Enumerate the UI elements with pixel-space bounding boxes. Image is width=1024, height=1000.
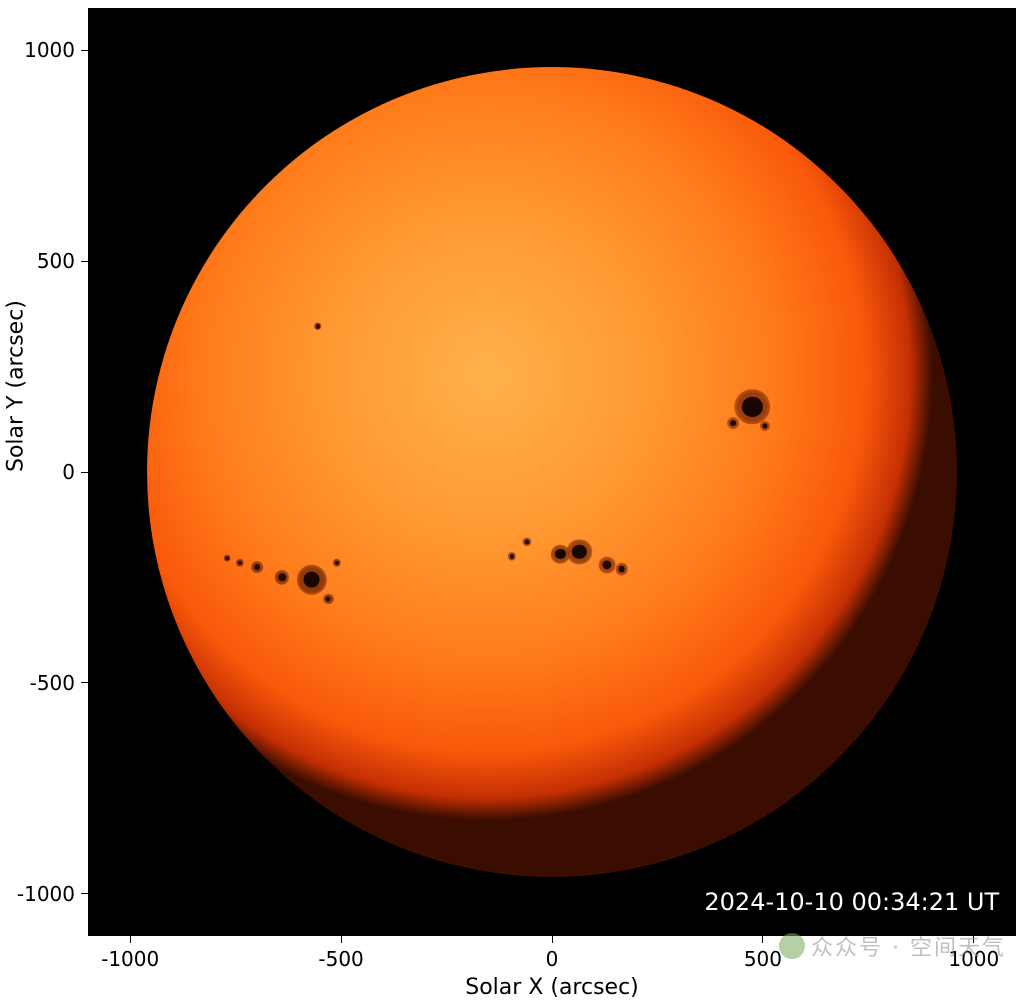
- figure: 2024-10-10 00:34:21 UT -1000 -500 0 500 1000…: [0, 0, 1024, 988]
- y-tick-label: 500: [37, 249, 75, 273]
- y-axis-label: Solar Y (arcsec): [4, 300, 29, 472]
- y-tick-label: 1000: [24, 38, 75, 62]
- y-tick: [81, 50, 88, 51]
- plot-area: 2024-10-10 00:34:21 UT: [88, 8, 1016, 936]
- y-tick-label: 0: [62, 460, 75, 484]
- y-tick: [81, 261, 88, 262]
- y-tick-label: -1000: [17, 882, 75, 906]
- wechat-icon: [779, 933, 805, 959]
- timestamp-label: 2024-10-10 00:34:21 UT: [704, 888, 999, 916]
- y-tick: [81, 682, 88, 683]
- x-tick-label: -500: [318, 947, 363, 971]
- y-tick-label: -500: [30, 671, 75, 695]
- x-tick-label: 500: [744, 947, 782, 971]
- x-tick-label: 0: [546, 947, 559, 971]
- x-tick: [552, 936, 553, 943]
- x-tick: [762, 936, 763, 943]
- sunspot-umbra: [618, 566, 625, 573]
- x-tick: [341, 936, 342, 943]
- y-tick: [81, 893, 88, 894]
- sunspot-umbra: [254, 564, 260, 570]
- sunspots-layer: [88, 8, 1016, 936]
- watermark-text: 众众号 · 空间天气: [811, 930, 1006, 962]
- x-tick-label: -1000: [101, 947, 159, 971]
- sunspot-umbra: [278, 574, 286, 582]
- watermark: 众众号 · 空间天气: [779, 930, 1006, 962]
- sunspot-umbra: [303, 571, 320, 588]
- y-tick: [81, 472, 88, 473]
- sunspot-umbra: [730, 421, 736, 427]
- x-tick: [130, 936, 131, 943]
